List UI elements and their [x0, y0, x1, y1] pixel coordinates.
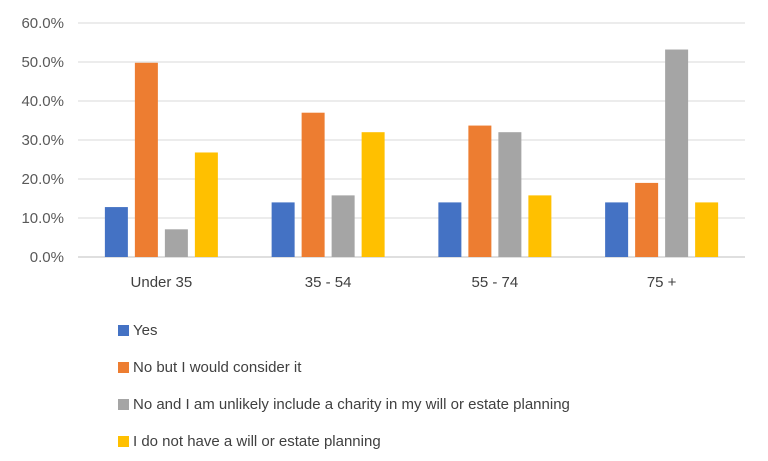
bars: [104, 49, 719, 257]
bar-0-1: [134, 62, 158, 257]
bar-1-3: [361, 132, 385, 257]
legend-item: Yes: [118, 312, 570, 349]
legend-label: No and I am unlikely include a charity i…: [133, 396, 570, 413]
bar-2-2: [498, 132, 522, 257]
bar-1-0: [271, 202, 295, 257]
legend-item: I do not have a will or estate planning: [118, 423, 570, 460]
legend-item: No and I am unlikely include a charity i…: [118, 386, 570, 423]
legend-swatch: [118, 325, 129, 336]
x-category-label: Under 35: [131, 274, 193, 291]
x-category-label: 35 - 54: [305, 274, 352, 291]
legend-swatch: [118, 399, 129, 410]
bar-1-2: [331, 195, 355, 257]
bar-3-2: [665, 49, 689, 257]
bar-1-1: [301, 112, 325, 257]
bar-2-1: [468, 125, 492, 257]
y-tick-label: 60.0%: [21, 15, 64, 32]
y-tick-label: 40.0%: [21, 93, 64, 110]
legend-label: I do not have a will or estate planning: [133, 433, 381, 450]
bar-0-2: [164, 229, 188, 257]
y-tick-label: 20.0%: [21, 171, 64, 188]
x-axis-categories: Under 35 35 - 54 55 - 74 75 +: [131, 274, 677, 291]
bar-0-0: [104, 207, 128, 257]
y-tick-label: 0.0%: [30, 249, 64, 266]
legend-swatch: [118, 436, 129, 447]
y-tick-label: 30.0%: [21, 132, 64, 149]
legend-label: No but I would consider it: [133, 359, 302, 376]
gridlines: [78, 22, 745, 258]
y-tick-label: 50.0%: [21, 54, 64, 71]
legend-label: Yes: [133, 322, 158, 339]
y-axis-ticks: 0.0% 10.0% 20.0% 30.0% 40.0% 50.0% 60.0%: [21, 15, 64, 266]
bar-2-0: [438, 202, 462, 257]
x-category-label: 55 - 74: [472, 274, 519, 291]
legend-item: No but I would consider it: [118, 349, 570, 386]
bar-3-1: [635, 182, 659, 257]
x-category-label: 75 +: [647, 274, 677, 291]
legend: Yes No but I would consider it No and I am…: [118, 312, 570, 460]
bar-3-0: [605, 202, 629, 257]
bar-0-3: [194, 152, 218, 257]
bar-3-3: [695, 202, 719, 257]
y-tick-label: 10.0%: [21, 210, 64, 227]
legend-swatch: [118, 362, 129, 373]
bar-2-3: [528, 195, 552, 257]
